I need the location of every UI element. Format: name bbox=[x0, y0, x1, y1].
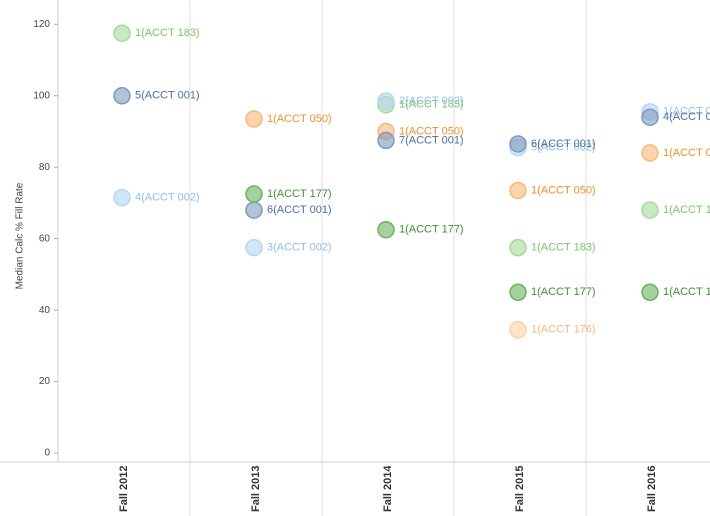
data-point bbox=[113, 24, 131, 42]
point-label: 4(ACCT 001) bbox=[663, 111, 710, 123]
y-tick-label: 40 bbox=[39, 305, 51, 316]
point-label: 6(ACCT 001) bbox=[267, 204, 332, 216]
y-tick-label: 0 bbox=[44, 448, 50, 459]
data-point bbox=[509, 135, 527, 153]
x-tick-label: Fall 2015 bbox=[514, 466, 526, 512]
data-point bbox=[641, 283, 659, 302]
y-axis-label: Median Calc % Fill Rate bbox=[15, 182, 26, 289]
data-point bbox=[377, 220, 395, 239]
data-point bbox=[245, 238, 263, 257]
data-point bbox=[509, 283, 527, 302]
y-tick-label: 100 bbox=[33, 90, 50, 101]
data-point bbox=[641, 108, 659, 126]
point-label: 4(ACCT 002) bbox=[135, 191, 200, 203]
point-label: 5(ACCT 002) bbox=[531, 141, 596, 153]
point-label: 1(ACCT 050) bbox=[663, 147, 710, 159]
y-tick-label: 120 bbox=[33, 19, 50, 30]
point-label: 5(ACCT 001) bbox=[135, 90, 200, 102]
point-label: 1(ACCT 002) bbox=[663, 106, 710, 118]
data-point bbox=[377, 92, 395, 110]
y-tick-label: 60 bbox=[39, 233, 51, 244]
point-label: 1(ACCT 050) bbox=[531, 184, 596, 196]
point-label: 1(ACCT 050) bbox=[399, 125, 464, 137]
data-point bbox=[113, 87, 131, 105]
data-point bbox=[509, 181, 527, 200]
point-label: 1(ACCT 183) bbox=[531, 242, 596, 254]
y-tick-label: 20 bbox=[39, 376, 51, 387]
point-label: 1(ACCT 177) bbox=[663, 286, 710, 298]
data-point bbox=[245, 201, 263, 219]
point-label: 1(ACCT 183) bbox=[135, 27, 200, 39]
point-label: 1(ACCT 050) bbox=[267, 113, 332, 125]
data-point bbox=[641, 144, 659, 162]
point-label: 1(ACCT 177) bbox=[399, 224, 464, 236]
data-point bbox=[641, 201, 659, 219]
data-point bbox=[245, 110, 263, 128]
data-point bbox=[245, 185, 263, 203]
data-point bbox=[509, 238, 527, 257]
point-label: 1(ACCT 183) bbox=[663, 204, 710, 216]
data-point bbox=[509, 321, 527, 339]
x-tick-label: Fall 2016 bbox=[646, 466, 658, 512]
x-tick-label: Fall 2012 bbox=[118, 466, 130, 512]
point-label: 1(ACCT 177) bbox=[267, 188, 332, 200]
point-label: 7(ACCT 001) bbox=[399, 134, 464, 146]
data-point bbox=[377, 131, 395, 150]
point-label: 2(ACCT 002) bbox=[399, 95, 464, 107]
x-tick-label: Fall 2014 bbox=[382, 465, 394, 512]
point-label: 1(ACCT 176) bbox=[531, 324, 596, 336]
point-label: 3(ACCT 002) bbox=[267, 242, 332, 254]
point-label: 1(ACCT 183) bbox=[399, 99, 464, 111]
x-tick-label: Fall 2013 bbox=[250, 466, 262, 512]
point-label: 1(ACCT 177) bbox=[531, 286, 596, 298]
point-label: 6(ACCT 001) bbox=[531, 138, 596, 150]
data-point bbox=[113, 188, 131, 207]
y-tick-label: 80 bbox=[39, 162, 51, 173]
